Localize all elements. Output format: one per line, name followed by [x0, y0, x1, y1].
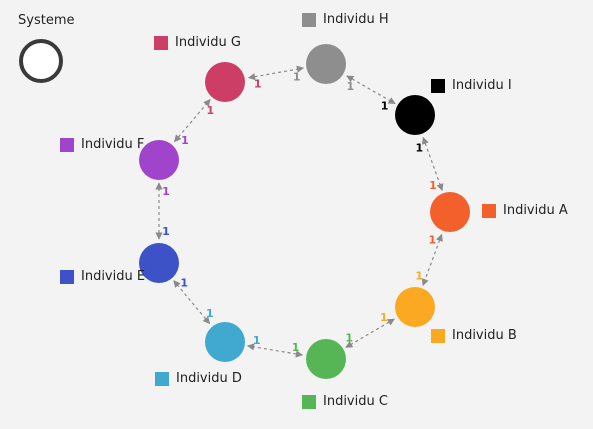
- legend-label: Individu I: [452, 78, 512, 93]
- legend-e: Individu E: [60, 269, 145, 284]
- node-e[interactable]: [139, 243, 179, 283]
- node-i[interactable]: [395, 95, 435, 135]
- cardinality-label-to-I: 1: [381, 100, 389, 113]
- legend-c: Individu C: [302, 394, 388, 409]
- legend-label: Individu F: [81, 137, 145, 152]
- node-g[interactable]: [205, 62, 245, 102]
- link-F-G: [174, 99, 211, 143]
- legend-swatch: [302, 12, 316, 27]
- cardinality-label-from-D: 1: [206, 307, 214, 320]
- cardinality-label-to-B: 1: [415, 269, 423, 282]
- cardinality-label-from-G: 1: [254, 77, 262, 90]
- system-node[interactable]: [19, 39, 63, 83]
- cardinality-label-to-F: 1: [162, 185, 170, 198]
- cardinality-label-to-E: 1: [180, 276, 188, 289]
- cardinality-label-to-C: 1: [345, 331, 353, 344]
- cardinality-label-from-B: 1: [380, 311, 388, 324]
- cardinality-label-from-C: 1: [292, 341, 300, 354]
- legend-d: Individu D: [155, 371, 242, 386]
- legend-swatch: [155, 371, 169, 386]
- cardinality-label-to-D: 1: [253, 334, 261, 347]
- legend-swatch: [154, 35, 168, 50]
- cardinality-label-from-H: 1: [346, 80, 354, 93]
- legend-label: Individu E: [81, 269, 146, 284]
- legend-swatch: [431, 78, 445, 93]
- cardinality-label-to-A: 1: [429, 179, 437, 192]
- legend-label: Individu A: [503, 203, 568, 218]
- legend-label: Individu B: [452, 328, 517, 343]
- cardinality-label-to-H: 1: [293, 70, 301, 83]
- node-b[interactable]: [395, 287, 435, 327]
- cardinality-label-from-I: 1: [415, 141, 423, 154]
- node-c[interactable]: [306, 339, 346, 379]
- cardinality-label-from-E: 1: [162, 225, 170, 238]
- node-f[interactable]: [139, 140, 179, 180]
- cardinality-label-from-F: 1: [181, 134, 189, 147]
- legend-g: Individu G: [154, 35, 241, 50]
- legend-f: Individu F: [60, 137, 144, 152]
- legend-swatch: [60, 269, 74, 284]
- link-D-E: [173, 280, 211, 325]
- legend-swatch: [482, 203, 496, 218]
- legend-swatch: [60, 137, 74, 152]
- legend-i: Individu I: [431, 78, 512, 93]
- legend-a: Individu A: [482, 203, 568, 218]
- legend-label: Individu G: [175, 35, 241, 50]
- legend-label: Individu D: [176, 371, 242, 386]
- legend-swatch: [431, 328, 445, 343]
- legend-h: Individu H: [302, 12, 389, 27]
- legend-b: Individu B: [431, 328, 517, 343]
- cardinality-label-to-G: 1: [206, 104, 214, 117]
- node-d[interactable]: [205, 322, 245, 362]
- cardinality-label-from-A: 1: [429, 234, 437, 247]
- legend-swatch: [302, 394, 316, 409]
- system-label: Systeme: [18, 13, 75, 28]
- node-h[interactable]: [306, 44, 346, 84]
- legend-label: Individu H: [323, 12, 389, 27]
- node-a[interactable]: [430, 192, 470, 232]
- legend-label: Individu C: [323, 394, 388, 409]
